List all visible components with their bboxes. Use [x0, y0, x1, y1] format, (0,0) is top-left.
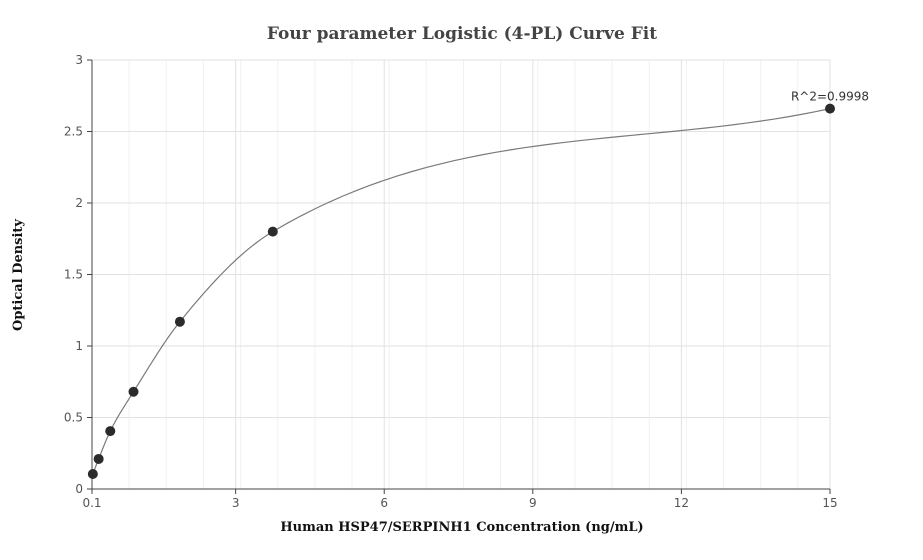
data-point — [87, 468, 98, 479]
data-point — [105, 426, 116, 437]
y-tick-label: 2.5 — [64, 125, 83, 139]
y-tick-label: 1.5 — [64, 268, 83, 282]
x-tick-label: 12 — [674, 496, 689, 510]
chart-title: Four parameter Logistic (4-PL) Curve Fit — [267, 24, 657, 44]
axes — [87, 59, 831, 494]
data-points — [87, 103, 835, 479]
data-point — [93, 453, 104, 464]
data-point — [128, 386, 139, 397]
data-point — [174, 316, 185, 327]
tick-labels: 0.1 3 6 9 12 15 0 0.5 1 1.5 2 2.5 3 — [64, 53, 838, 510]
grid — [91, 59, 831, 490]
r-squared-label: R^2=0.9998 — [791, 90, 869, 104]
x-tick-label: 0.1 — [82, 496, 101, 510]
data-point — [825, 103, 835, 114]
x-tick-label: 15 — [822, 496, 837, 510]
x-tick-label: 3 — [232, 496, 240, 510]
x-tick-label: 9 — [529, 496, 537, 510]
y-tick-label: 0 — [75, 482, 83, 496]
x-tick-label: 6 — [380, 496, 388, 510]
y-tick-label: 0.5 — [64, 411, 83, 425]
x-axis-label: Human HSP47/SERPINH1 Concentration (ng/m… — [280, 520, 643, 535]
y-axis-label: Optical Density — [11, 219, 26, 331]
y-tick-label: 3 — [75, 53, 83, 67]
y-tick-label: 1 — [75, 339, 83, 353]
y-tick-label: 2 — [75, 196, 83, 210]
data-point — [267, 226, 278, 237]
